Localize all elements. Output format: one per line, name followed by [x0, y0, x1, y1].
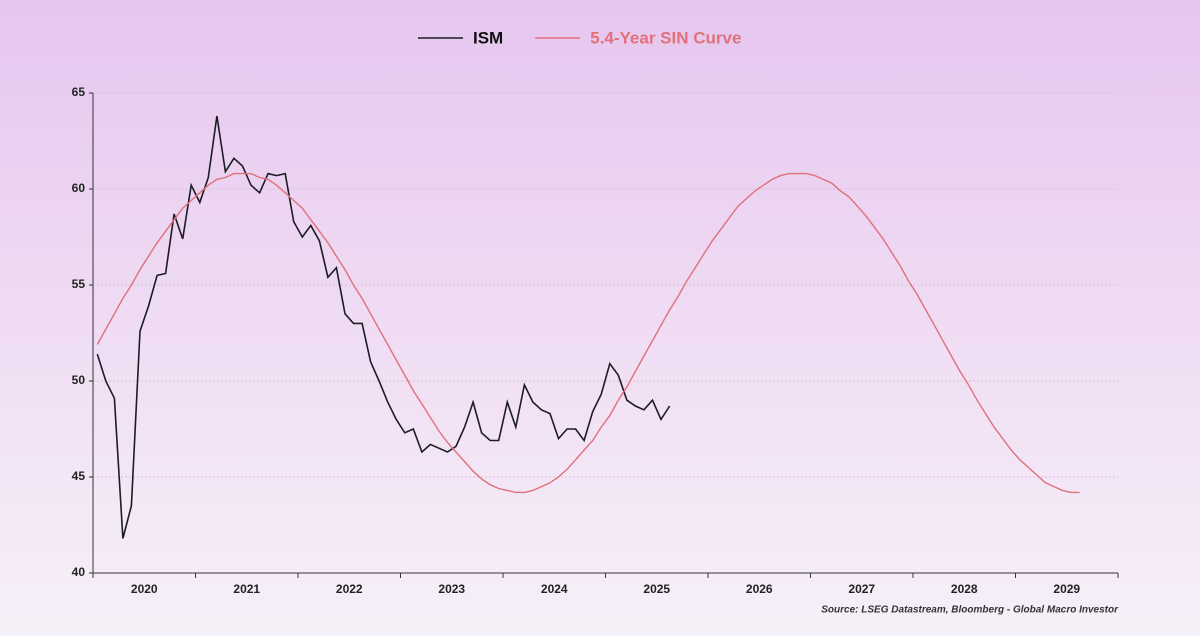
x-tick-label: 2021: [233, 582, 260, 596]
x-tick-label: 2025: [643, 582, 670, 596]
y-tick-label: 65: [72, 85, 86, 99]
x-tick-label: 2029: [1053, 582, 1080, 596]
series-line: [96, 115, 671, 539]
source-note: Source: LSEG Datastream, Bloomberg - Glo…: [821, 605, 1119, 616]
x-tick-label: 2023: [438, 582, 465, 596]
x-tick-label: 2020: [131, 582, 158, 596]
legend-label: 5.4-Year SIN Curve: [590, 28, 741, 47]
x-tick-label: 2022: [336, 582, 363, 596]
x-tick-label: 2028: [951, 582, 978, 596]
y-tick-label: 45: [72, 469, 86, 483]
x-tick-label: 2027: [848, 582, 875, 596]
x-tick-label: 2024: [541, 582, 568, 596]
legend-label: ISM: [473, 28, 503, 47]
y-tick-label: 55: [72, 277, 86, 291]
series-line: [96, 172, 1080, 494]
y-tick-label: 40: [72, 565, 86, 579]
x-tick-label: 2026: [746, 582, 773, 596]
y-tick-label: 60: [72, 181, 86, 195]
y-tick-label: 50: [72, 373, 86, 387]
